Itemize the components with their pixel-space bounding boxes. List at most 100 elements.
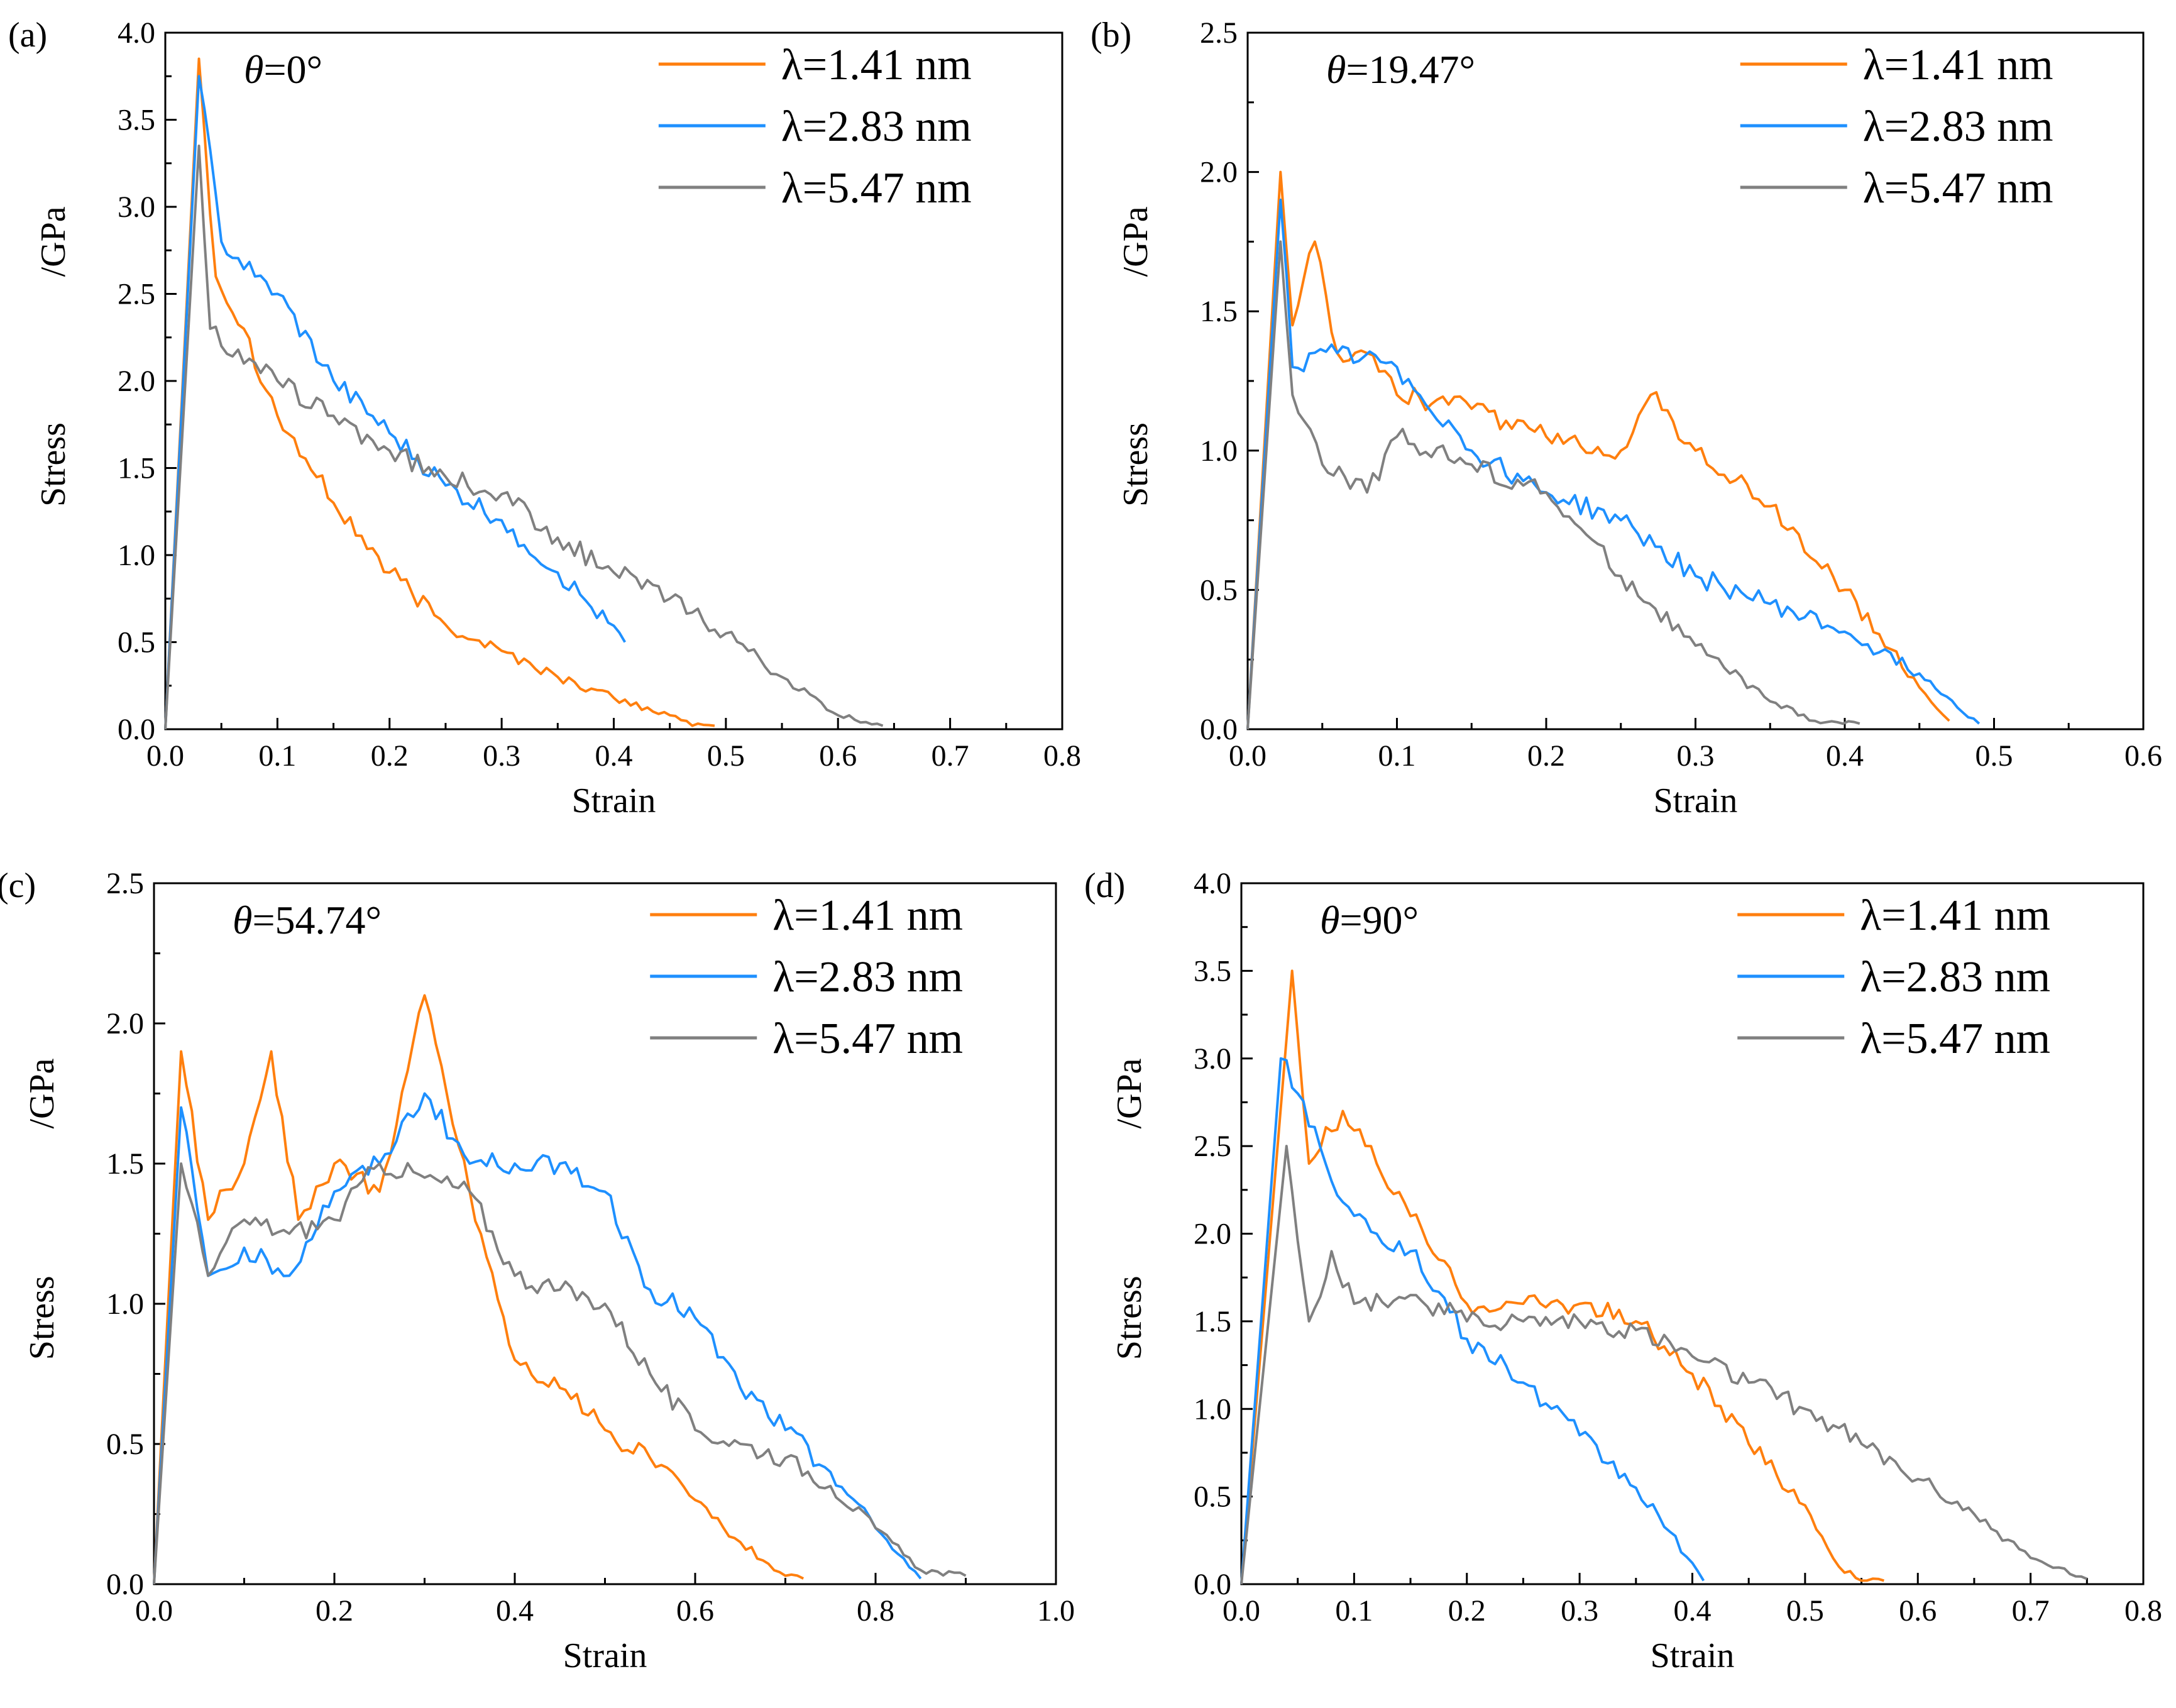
series-line-2 bbox=[1246, 198, 1981, 730]
x-tick-label: 0.6 bbox=[819, 739, 857, 773]
series-line-3 bbox=[164, 145, 884, 730]
x-tick-label: 0.4 bbox=[1826, 739, 1864, 773]
x-tick-label: 0.8 bbox=[2124, 1594, 2162, 1628]
legend-label: λ=2.83 nm bbox=[781, 102, 972, 151]
x-tick-label: 0.1 bbox=[1335, 1594, 1373, 1628]
y-tick-label: 2.0 bbox=[1200, 156, 1238, 189]
x-tick-label: 0.0 bbox=[1229, 739, 1267, 773]
x-tick-label: 0.5 bbox=[1975, 739, 2013, 773]
y-tick-label: 0.5 bbox=[1200, 573, 1238, 607]
y-tick-label: 1.0 bbox=[118, 539, 155, 572]
y-tick-label: 2.0 bbox=[118, 365, 155, 398]
series-line-1 bbox=[164, 57, 715, 730]
y-tick-label: 2.5 bbox=[118, 278, 155, 311]
panel-label: (c) bbox=[0, 866, 36, 905]
y-tick-label: 1.0 bbox=[1194, 1392, 1231, 1426]
x-tick-label: 0.3 bbox=[483, 739, 520, 773]
theta-annotation: θ=0° bbox=[244, 47, 322, 92]
series-line-3 bbox=[1246, 240, 1860, 730]
y-tick-label: 4.0 bbox=[1194, 867, 1231, 900]
x-tick-label: 0.8 bbox=[1043, 739, 1081, 773]
x-tick-label: 0.1 bbox=[258, 739, 296, 773]
x-tick-label: 0.2 bbox=[1527, 739, 1565, 773]
legend-label: λ=5.47 nm bbox=[772, 1015, 963, 1063]
x-tick-label: 1.0 bbox=[1037, 1594, 1075, 1628]
y-tick-label: 0.0 bbox=[118, 713, 155, 746]
y-tick-label: 3.0 bbox=[118, 190, 155, 224]
y-tick-label: 3.5 bbox=[1194, 954, 1231, 988]
y-tick-label: 1.0 bbox=[1200, 434, 1238, 468]
y-tick-label: 3.0 bbox=[1194, 1042, 1231, 1076]
y-axis-unit: /GPa bbox=[1116, 206, 1155, 277]
y-tick-label: 1.5 bbox=[1194, 1305, 1231, 1338]
y-axis-unit: /GPa bbox=[1110, 1058, 1149, 1128]
legend-label: λ=1.41 nm bbox=[772, 891, 963, 940]
x-tick-label: 0.6 bbox=[676, 1594, 714, 1628]
chart-panel-b: 0.0 0.1 0.2 0.3 0.4 0.5 0.6 0.0 0.5 1.0 1.5 2.0 2.5 S… bbox=[1091, 16, 2162, 820]
series-line-2 bbox=[1240, 1057, 1705, 1585]
x-tick-label: 0.2 bbox=[1448, 1594, 1486, 1628]
y-axis-title: Stress bbox=[34, 422, 73, 507]
x-tick-label: 0.3 bbox=[1561, 1594, 1598, 1628]
x-tick-label: 0.7 bbox=[2012, 1594, 2050, 1628]
x-axis-title: Strain bbox=[1654, 781, 1738, 820]
y-axis-unit: /GPa bbox=[23, 1058, 62, 1128]
series-line-3 bbox=[153, 1162, 967, 1585]
y-tick-label: 2.5 bbox=[1200, 16, 1238, 50]
theta-annotation: θ=54.74° bbox=[233, 898, 382, 942]
x-tick-label: 0.4 bbox=[496, 1594, 534, 1628]
y-tick-label: 2.5 bbox=[106, 867, 144, 900]
x-axis-title: Strain bbox=[572, 781, 656, 820]
x-tick-label: 0.0 bbox=[135, 1594, 173, 1628]
y-tick-label: 0.0 bbox=[106, 1568, 144, 1601]
legend-label: λ=1.41 nm bbox=[1863, 41, 2053, 89]
y-tick-label: 2.0 bbox=[106, 1007, 144, 1040]
legend-label: λ=1.41 nm bbox=[1860, 891, 2050, 940]
panel-label: (d) bbox=[1084, 866, 1125, 905]
panel-label: (a) bbox=[8, 16, 47, 55]
series-line-2 bbox=[153, 1092, 922, 1585]
y-tick-label: 3.5 bbox=[118, 104, 155, 137]
series-line-1 bbox=[1246, 170, 1950, 730]
legend-label: λ=5.47 nm bbox=[781, 164, 972, 212]
legend-label: λ=2.83 nm bbox=[772, 953, 963, 1001]
x-tick-label: 0.5 bbox=[707, 739, 745, 773]
y-tick-label: 0.0 bbox=[1194, 1568, 1231, 1601]
legend-label: λ=1.41 nm bbox=[781, 41, 972, 89]
y-tick-label: 0.5 bbox=[106, 1428, 144, 1461]
x-tick-label: 0.0 bbox=[1223, 1594, 1260, 1628]
legend-label: λ=2.83 nm bbox=[1860, 953, 2050, 1001]
x-axis-title: Strain bbox=[563, 1636, 647, 1675]
y-tick-label: 2.5 bbox=[1194, 1130, 1231, 1163]
x-tick-label: 0.0 bbox=[146, 739, 184, 773]
x-tick-label: 0.4 bbox=[1674, 1594, 1712, 1628]
y-axis-title: Stress bbox=[23, 1275, 62, 1360]
x-tick-label: 0.6 bbox=[2124, 739, 2162, 773]
y-tick-label: 1.0 bbox=[106, 1287, 144, 1321]
x-tick-label: 0.4 bbox=[595, 739, 633, 773]
x-tick-label: 0.2 bbox=[316, 1594, 353, 1628]
series-line-3 bbox=[1240, 1145, 2088, 1585]
y-axis-unit: /GPa bbox=[34, 206, 73, 277]
y-axis-title: Stress bbox=[1116, 422, 1155, 507]
chart-panel-a: 0.0 0.1 0.2 0.3 0.4 0.5 0.6 0.7 0.8 0.0 0.5 1.0 1.5 2… bbox=[8, 16, 1081, 820]
theta-annotation: θ=90° bbox=[1320, 898, 1419, 942]
theta-annotation: θ=19.47° bbox=[1326, 47, 1475, 92]
x-tick-label: 0.1 bbox=[1378, 739, 1416, 773]
series-line-2 bbox=[164, 75, 627, 730]
y-tick-label: 1.5 bbox=[1200, 295, 1238, 328]
legend-label: λ=5.47 nm bbox=[1860, 1015, 2050, 1063]
y-tick-label: 1.5 bbox=[106, 1147, 144, 1181]
x-tick-label: 0.8 bbox=[857, 1594, 894, 1628]
y-tick-label: 0.0 bbox=[1200, 713, 1238, 746]
y-tick-label: 2.0 bbox=[1194, 1218, 1231, 1251]
y-tick-label: 4.0 bbox=[118, 16, 155, 50]
chart-panel-c: 0.0 0.2 0.4 0.6 0.8 1.0 0.0 0.5 1.0 1.5 2.0 2.5 Stra… bbox=[0, 866, 1075, 1675]
x-axis-title: Strain bbox=[1651, 1636, 1735, 1675]
panel-label: (b) bbox=[1091, 16, 1131, 55]
chart-panel-d: 0.0 0.1 0.2 0.3 0.4 0.5 0.6 0.7 0.8 0.0 0.5 1.0 1.5 2… bbox=[1084, 866, 2162, 1675]
y-axis-title: Stress bbox=[1110, 1275, 1149, 1360]
series-line-1 bbox=[1240, 969, 1884, 1585]
x-tick-label: 0.3 bbox=[1677, 739, 1715, 773]
